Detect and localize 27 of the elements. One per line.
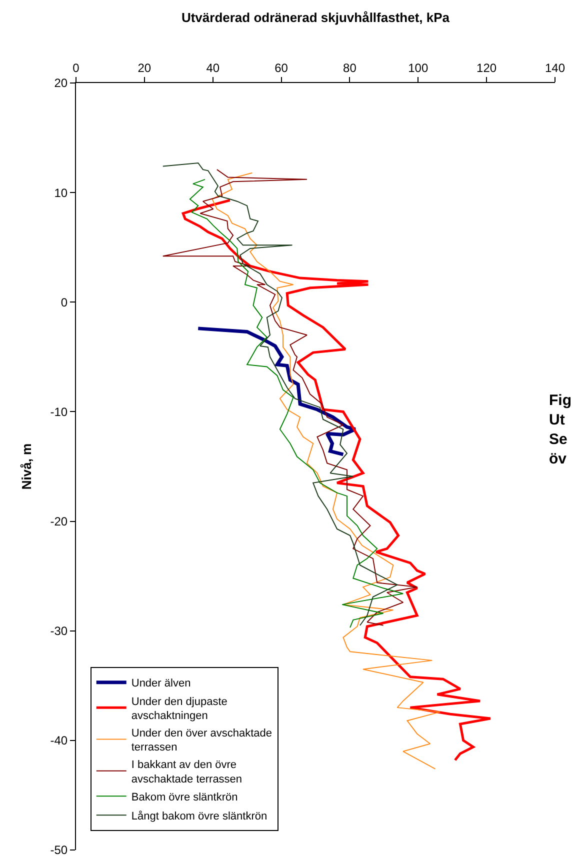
legend-label: Under den djupaste avschaktningen — [131, 696, 228, 722]
x-tick-label: 120 — [476, 61, 497, 76]
legend-label: Under älven — [131, 678, 191, 690]
x-tick-label: 0 — [72, 61, 80, 76]
y-tick-label: -30 — [50, 624, 68, 638]
x-tick-label: 20 — [138, 61, 152, 76]
y-tick-label: -10 — [50, 404, 68, 419]
line-series — [196, 326, 357, 456]
y-tick-label: 10 — [54, 186, 68, 200]
legend-label: Bakom övre släntkrön — [131, 791, 238, 804]
legend-label: Under den över avschaktade terrassen — [131, 727, 272, 754]
y-tick-label: -40 — [50, 734, 68, 748]
x-tick-label: 40 — [206, 61, 220, 76]
chart-title: Utvärderad odränerad skjuvhållfasthet, kPa — [181, 10, 450, 26]
y-tick-label: 20 — [54, 76, 68, 90]
annotation: Fig Ut Se öv — [549, 392, 572, 468]
line-series — [189, 178, 404, 628]
x-tick-label: 100 — [408, 61, 428, 76]
x-tick-label: 60 — [274, 61, 288, 76]
legend-label: Långt bakom övre släntkrön — [131, 810, 268, 822]
x-tick-label: 80 — [343, 61, 357, 76]
x-tick-label: 140 — [544, 61, 566, 76]
y-tick-label: 0 — [60, 295, 68, 310]
y-tick-label: -20 — [50, 514, 68, 528]
legend-label: I bakkant av den övre avschaktade terrassen — [131, 758, 242, 786]
y-tick-label: -50 — [50, 843, 68, 858]
y-axis-title: Nivå, m — [19, 443, 34, 490]
